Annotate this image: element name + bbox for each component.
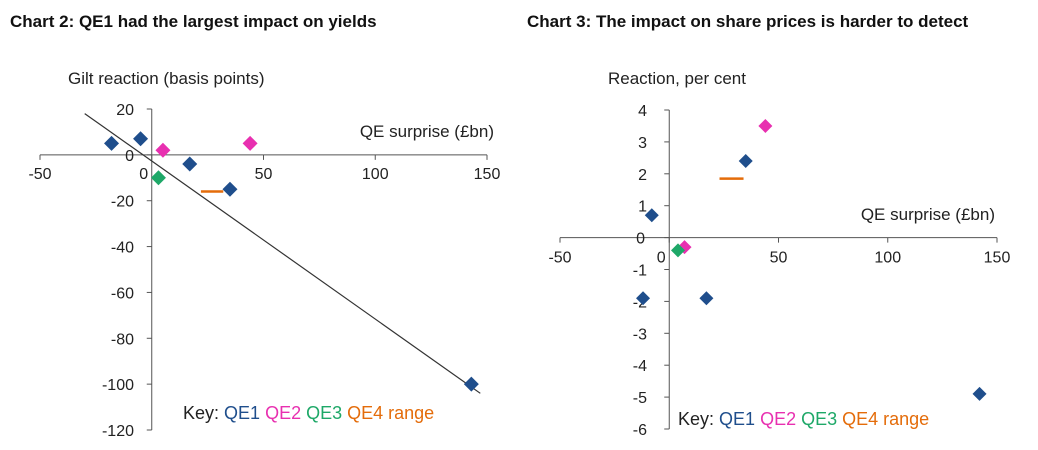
- chart3-point-qe1: [699, 291, 714, 306]
- chart2-y-tick-label: 0: [125, 148, 134, 165]
- chart2-legend-qe1: QE1: [224, 403, 260, 423]
- chart3-legend: Key: QE1 QE2 QE3 QE4 range: [678, 409, 929, 429]
- chart2-y-tick-label: -20: [111, 194, 134, 211]
- chart2-x-axis-label: QE surprise (£bn): [360, 122, 494, 141]
- chart3-point-qe1: [636, 291, 651, 306]
- chart3-legend-prefix: Key:: [678, 409, 719, 429]
- chart3-y-tick-label: -1: [633, 263, 647, 280]
- chart3-point-qe2: [758, 118, 773, 133]
- chart2-y-tick-label: -120: [102, 423, 134, 440]
- chart3-y-axis-label: Reaction, per cent: [608, 69, 746, 88]
- chart2-y-tick-label: 20: [116, 102, 134, 119]
- chart3-legend-qe3: QE3: [796, 409, 837, 429]
- chart2-y-tick-label: -100: [102, 377, 134, 394]
- chart2-point-qe1: [104, 135, 120, 151]
- chart2-x-tick-label: -50: [28, 166, 51, 183]
- chart3-point-qe1: [644, 208, 659, 223]
- chart2-title: Chart 2: QE1 had the largest impact on y…: [10, 12, 377, 31]
- chart3-x-tick-label: 150: [984, 250, 1011, 267]
- chart3-point-qe1: [738, 154, 753, 169]
- chart2-point-qe3: [150, 170, 166, 186]
- chart3-y-tick-label: -4: [633, 358, 647, 375]
- chart2-point-qe1: [222, 181, 238, 197]
- chart3-x-tick-label: 0: [657, 250, 666, 267]
- chart3-y-tick-label: 4: [638, 103, 647, 120]
- chart3-y-tick-label: 1: [638, 199, 647, 216]
- chart3-point-qe1: [972, 386, 987, 401]
- chart2-point-qe2: [242, 135, 258, 151]
- chart3-point-qe3: [670, 243, 685, 258]
- chart2-point-qe2: [155, 142, 171, 158]
- chart3-x-tick-label: 50: [770, 250, 788, 267]
- chart2-point-qe1: [182, 156, 198, 172]
- chart2-y-tick-label: -40: [111, 240, 134, 257]
- chart2-legend-qe4-range: QE4 range: [342, 403, 434, 423]
- chart3-legend-qe1: QE1: [719, 409, 755, 429]
- chart2-x-tick-label: 150: [474, 166, 501, 183]
- chart2-y-tick-label: -60: [111, 285, 134, 302]
- chart3-title: Chart 3: The impact on share prices is h…: [527, 12, 969, 31]
- chart2-point-qe1: [463, 376, 479, 392]
- chart2-x-tick-label: 0: [139, 166, 148, 183]
- chart2-point-qe1: [133, 131, 149, 147]
- chart3-y-tick-label: -5: [633, 390, 647, 407]
- chart2-legend-qe3: QE3: [301, 403, 342, 423]
- chart2-y-tick-label: -80: [111, 331, 134, 348]
- chart2-y-axis-label: Gilt reaction (basis points): [68, 69, 265, 88]
- chart3-x-tick-label: 100: [874, 250, 901, 267]
- chart3-y-tick-label: 2: [638, 167, 647, 184]
- chart2-legend: Key: QE1 QE2 QE3 QE4 range: [183, 403, 434, 423]
- chart2-x-tick-label: 100: [362, 166, 389, 183]
- chart3-x-axis-label: QE surprise (£bn): [861, 205, 995, 224]
- chart3-legend-qe2: QE2: [755, 409, 796, 429]
- chart3-y-tick-label: 3: [638, 135, 647, 152]
- chart2-trendline: [84, 113, 481, 394]
- chart2-x-tick-label: 50: [255, 166, 273, 183]
- chart3-y-tick-label: 0: [636, 231, 645, 248]
- chart3-legend-qe4-range: QE4 range: [837, 409, 929, 429]
- chart3-y-tick-label: -3: [633, 326, 647, 343]
- chart3-x-tick-label: -50: [548, 250, 571, 267]
- chart2-legend-qe2: QE2: [260, 403, 301, 423]
- chart2-legend-prefix: Key:: [183, 403, 224, 423]
- chart3-y-tick-label: -6: [633, 422, 647, 439]
